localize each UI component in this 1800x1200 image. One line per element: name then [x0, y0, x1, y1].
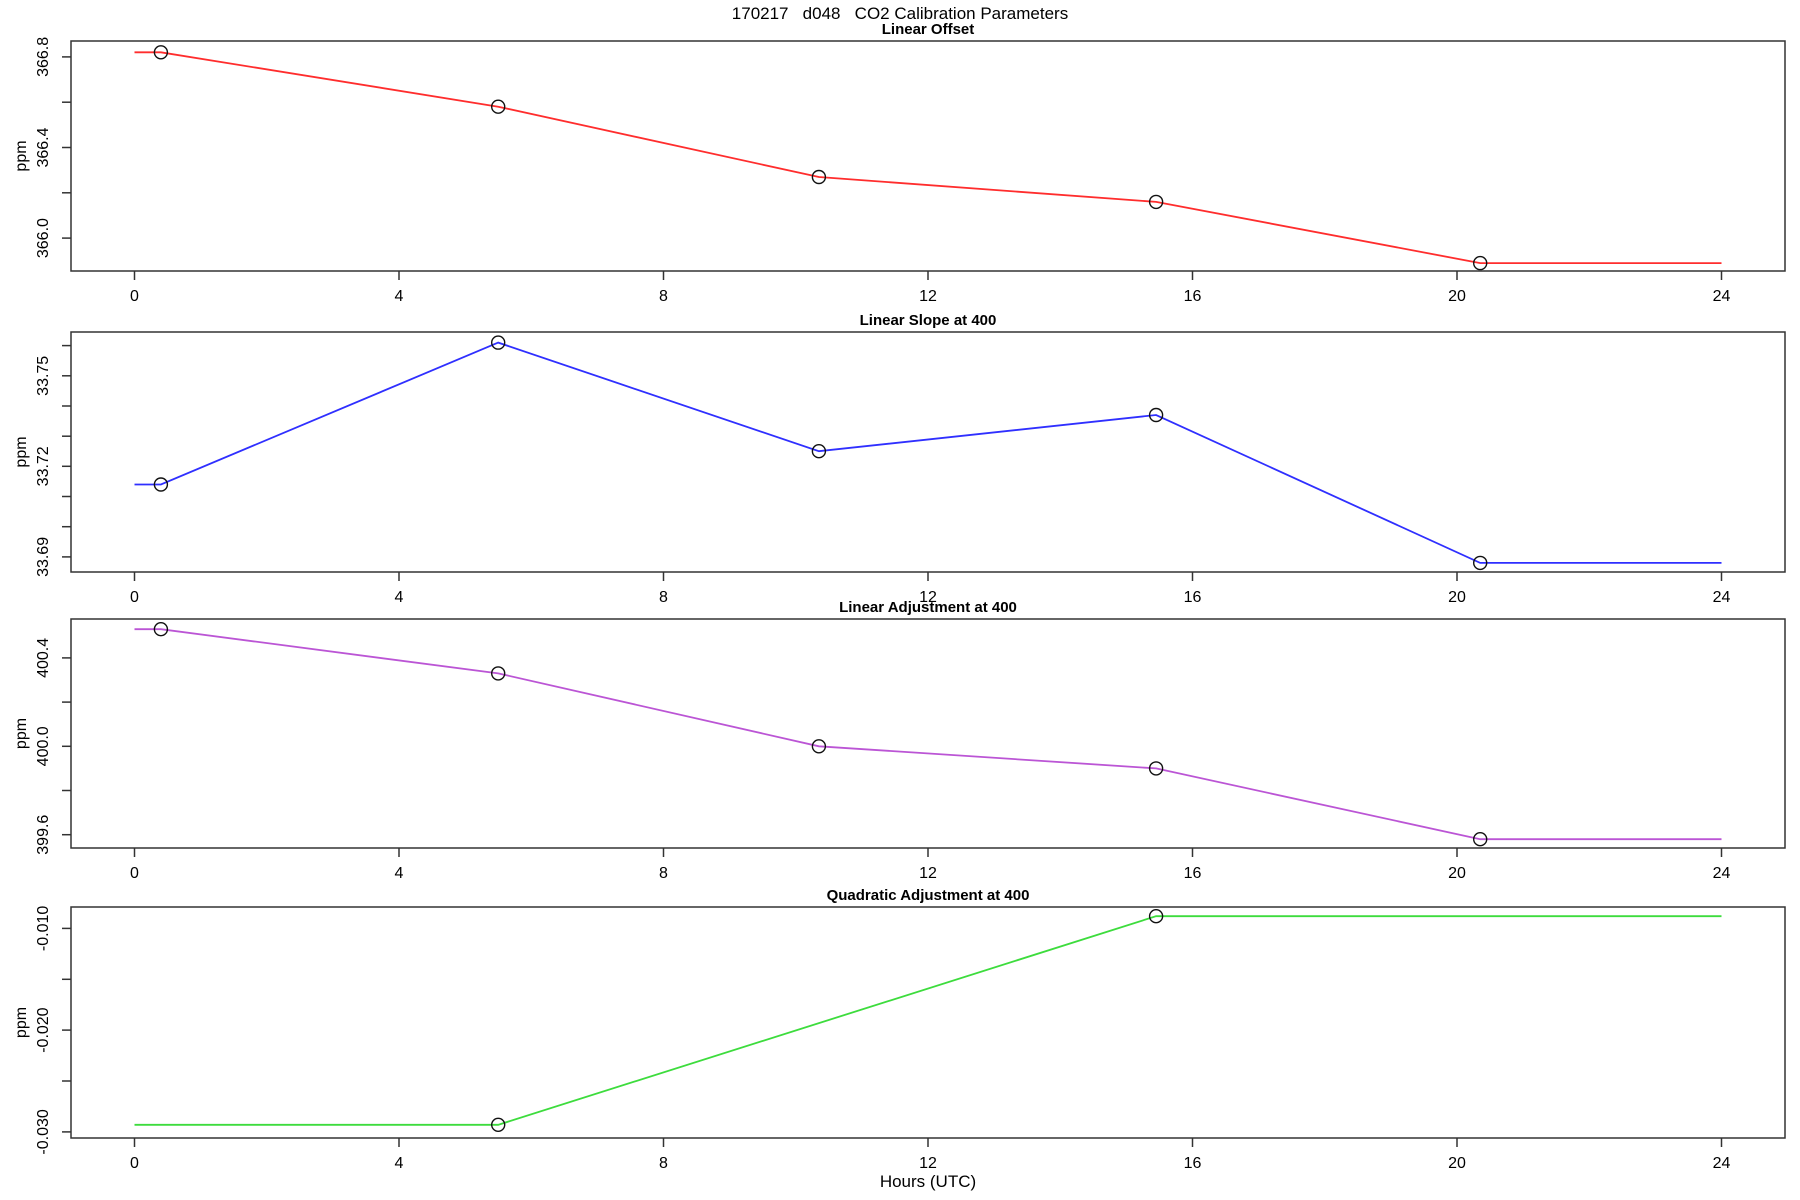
- y-tick-label: -0.030: [35, 1109, 52, 1154]
- y-tick-label: -0.010: [35, 906, 52, 951]
- plot-frame: [70, 618, 1786, 849]
- data-point: [811, 169, 827, 185]
- x-tick-label: 8: [659, 1155, 668, 1172]
- series-line: [134, 341, 1722, 564]
- y-tick-label: 33.69: [35, 537, 52, 577]
- y-tick-label: 33.72: [35, 446, 52, 486]
- x-tick-label: 24: [1713, 865, 1731, 882]
- panel-title: Linear Slope at 400: [860, 312, 997, 329]
- data-point: [1472, 255, 1488, 271]
- y-tick-label: 400.0: [35, 726, 52, 766]
- x-tick-label: 16: [1184, 589, 1202, 606]
- x-tick-label: 8: [659, 589, 668, 606]
- panel-linear-slope-at-400: Linear Slope at 400 ppm 33.69 33.72 33.75 0 4 8…: [13, 312, 1786, 606]
- data-point: [153, 477, 169, 492]
- x-tick-label: 12: [919, 589, 937, 606]
- plot-frame: [70, 40, 1786, 272]
- series-line: [134, 51, 1722, 265]
- data-point: [1472, 555, 1488, 571]
- y-tick-label: 366.8: [35, 37, 52, 77]
- x-tick-label: 12: [919, 1155, 937, 1172]
- data-point: [1148, 194, 1164, 210]
- x-tick-label: 24: [1713, 288, 1731, 305]
- x-tick-label: 12: [919, 288, 937, 305]
- x-tick-label: 0: [130, 589, 139, 606]
- y-tick-label: 366.4: [35, 127, 52, 167]
- x-tick-label: 24: [1713, 1155, 1731, 1172]
- x-tick-label: 8: [659, 865, 668, 882]
- y-tick-label: 33.75: [35, 356, 52, 396]
- data-point: [811, 739, 827, 754]
- x-tick-label: 16: [1184, 288, 1202, 305]
- panel-quadratic-adjustment-at-400: Quadratic Adjustment at 400 ppm -0.030 -0.0…: [13, 887, 1786, 1172]
- panel-title: Linear Adjustment at 400: [839, 599, 1017, 616]
- data-point: [491, 99, 506, 114]
- panel-title: Linear Offset: [882, 21, 975, 38]
- x-tick-label: 4: [395, 288, 404, 305]
- data-point: [1472, 832, 1488, 847]
- plot-frame: [70, 331, 1786, 573]
- x-tick-label: 0: [130, 865, 139, 882]
- y-tick-label: 366.0: [35, 218, 52, 258]
- data-point: [491, 335, 506, 350]
- plot-frame: [70, 906, 1786, 1139]
- data-point: [1148, 909, 1164, 924]
- x-tick-label: 16: [1184, 865, 1202, 882]
- y-tick-label: 400.4: [35, 638, 52, 678]
- x-tick-label: 20: [1448, 589, 1466, 606]
- x-tick-label: 0: [130, 288, 139, 305]
- x-tick-label: 8: [659, 288, 668, 305]
- y-axis-label: ppm: [13, 718, 30, 749]
- y-tick-label: -0.020: [35, 1007, 52, 1052]
- series-line: [134, 628, 1722, 841]
- data-point: [1148, 407, 1164, 423]
- x-tick-label: 4: [395, 1155, 404, 1172]
- y-tick-label: 399.6: [35, 815, 52, 855]
- data-point: [491, 666, 506, 681]
- data-point: [153, 622, 169, 637]
- x-tick-label: 4: [395, 865, 404, 882]
- y-axis-label: ppm: [13, 1007, 30, 1038]
- data-point: [811, 444, 827, 459]
- x-tick-label: 20: [1448, 1155, 1466, 1172]
- panel-linear-offset: Linear Offset ppm 366.0 366.4 366.8 0 4 8 12 16 20…: [13, 21, 1786, 305]
- x-tick-label: 20: [1448, 288, 1466, 305]
- x-tick-label: 24: [1713, 589, 1731, 606]
- figure-title: 170217 d048 CO2 Calibration Parameters: [731, 4, 1069, 23]
- x-tick-label: 12: [919, 865, 937, 882]
- y-axis-label: ppm: [13, 436, 30, 467]
- series-line: [134, 915, 1722, 1126]
- data-point: [1148, 761, 1164, 776]
- x-tick-label: 20: [1448, 865, 1466, 882]
- panel-linear-adjustment-at-400: Linear Adjustment at 400 ppm 399.6 400.0 400…: [13, 599, 1786, 882]
- panel-title: Quadratic Adjustment at 400: [827, 887, 1030, 904]
- y-axis-label: ppm: [13, 140, 30, 171]
- x-tick-label: 16: [1184, 1155, 1202, 1172]
- x-axis-title: Hours (UTC): [880, 1172, 976, 1191]
- data-point: [153, 45, 169, 60]
- data-point: [491, 1117, 506, 1133]
- x-tick-label: 4: [395, 589, 404, 606]
- x-tick-label: 0: [130, 1155, 139, 1172]
